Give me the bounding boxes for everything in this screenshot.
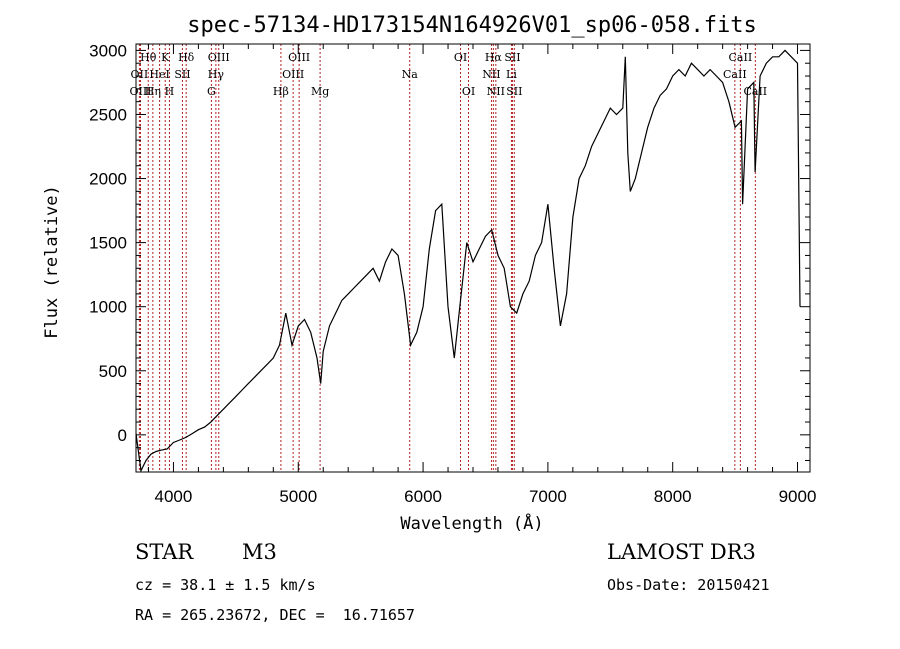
spectral-line-labels: Hθ OII OIII HeI Hη K SII H Hδ OIII Hγ G OIII OIII Hβ Mg… (129, 51, 767, 98)
object-class: STAR (135, 540, 194, 564)
spectral-line-label: NII (487, 85, 505, 98)
spectral-line-label: Mg (311, 85, 329, 98)
spectral-line-label: Hβ (273, 85, 289, 98)
spectral-line-label: K (161, 51, 170, 64)
redshift-cz: cz = 38.1 ± 1.5 km/s (135, 576, 316, 594)
spectral-line-label: OIII (288, 51, 310, 64)
x-tick-label: 8000 (654, 487, 692, 506)
spectral-line-label: OI (462, 85, 475, 98)
x-tick-label: 7000 (529, 487, 567, 506)
y-tick-label: 2000 (89, 170, 127, 189)
survey-name: LAMOST DR3 (607, 540, 756, 564)
spectral-lines-layer (138, 44, 756, 472)
spectral-line-label: Hη (145, 85, 161, 98)
y-axis-label: Flux (relative) (42, 185, 62, 339)
spectral-line-label: CaII (729, 51, 753, 64)
y-tick-label: 1500 (89, 234, 127, 253)
spectral-line-label: Hδ (178, 51, 195, 64)
spectrum-line (135, 49, 801, 473)
x-tick-label: 6000 (404, 487, 442, 506)
spectral-line-label: HeI (149, 68, 169, 81)
spectral-line-label: OIII (282, 68, 304, 81)
spectral-line-label: OIII (129, 85, 151, 98)
spectral-line-label: SII (174, 68, 190, 81)
spectral-line-label: OI (454, 51, 467, 64)
plot-frame (135, 43, 811, 473)
spectral-line-label: OII (131, 68, 149, 81)
object-subclass: M3 (242, 540, 277, 564)
x-tick-label: 9000 (779, 487, 817, 506)
spectral-line-label: Hθ (140, 51, 157, 64)
x-axis-label: Wavelength (Å) (400, 512, 543, 534)
spectrum-chart: spec-57134-HD173154N164926V01_sp06-058.f… (42, 13, 816, 534)
x-tick-label: 4000 (155, 487, 193, 506)
y-tick-label: 500 (99, 362, 127, 381)
y-tick-label: 1000 (89, 298, 127, 317)
spectral-line-label: SII (506, 85, 522, 98)
spectral-line-label: H (165, 85, 175, 98)
spectral-line-label: SII (504, 51, 520, 64)
coordinates: RA = 265.23672, DEC = 16.71657 (135, 606, 415, 624)
spectral-line-label: G (207, 85, 216, 98)
y-tick-label: 3000 (89, 41, 127, 60)
observation-date: Obs-Date: 20150421 (607, 576, 770, 594)
spectral-line-label: CaII (723, 68, 747, 81)
spectral-line-label: CaII (743, 85, 767, 98)
spectral-line-label: NII (482, 68, 500, 81)
axis-ticks: 4000 5000 6000 7000 8000 9000 0 500 1000 1500 2000… (89, 41, 816, 506)
spectral-line-label: Hα (485, 51, 503, 64)
spectral-line-label: Na (402, 68, 419, 81)
spectral-line-label: Li (506, 68, 517, 81)
x-tick-label: 5000 (279, 487, 317, 506)
spectral-line-label: OIII (208, 51, 230, 64)
y-tick-label: 2500 (89, 105, 127, 124)
spectral-line-label: Hγ (208, 68, 225, 81)
y-tick-label: 0 (118, 426, 127, 445)
chart-title: spec-57134-HD173154N164926V01_sp06-058.f… (187, 13, 757, 38)
